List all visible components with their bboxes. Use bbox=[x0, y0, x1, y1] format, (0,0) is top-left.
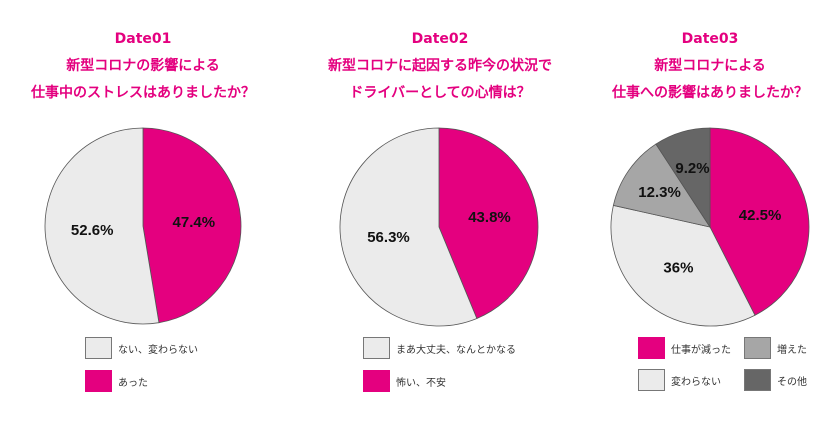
chart2-title: Date02 新型コロナに起因する昨今の状況で ドライバーとしての心情は？ bbox=[290, 26, 590, 107]
legend-swatch bbox=[744, 369, 771, 391]
legend-item: 増えた bbox=[744, 337, 807, 359]
slice-label: 56.3% bbox=[367, 229, 410, 246]
legend-swatch bbox=[744, 337, 771, 359]
legend-item: ない、変わらない bbox=[85, 337, 198, 359]
slice-label: 52.6% bbox=[71, 222, 114, 239]
pie-slice bbox=[709, 127, 810, 316]
legend-item: 仕事が減った bbox=[638, 337, 731, 359]
legend-swatch bbox=[363, 337, 390, 359]
pie-slice bbox=[339, 127, 478, 327]
legend-item: まあ大丈夫、なんとかなる bbox=[363, 337, 516, 359]
legend-item: その他 bbox=[744, 369, 807, 391]
chart3-title: Date03 新型コロナによる 仕事への影響はありましたか？ bbox=[560, 26, 840, 107]
legend-label: 増えた bbox=[777, 344, 807, 356]
pie-chart-3: 42.5% 36% 12.3% 9.2% bbox=[610, 127, 810, 327]
title-line: 新型コロナによる bbox=[654, 58, 766, 74]
legend-label: その他 bbox=[777, 376, 807, 388]
title-date: Date03 bbox=[681, 31, 739, 47]
pie-slice bbox=[44, 127, 160, 325]
title-line: 新型コロナに起因する昨今の状況で bbox=[328, 58, 552, 74]
legend-item: 怖い、不安 bbox=[363, 370, 446, 392]
title-line: 新型コロナの影響による bbox=[66, 58, 220, 74]
pie-slice bbox=[610, 204, 756, 327]
slice-label: 47.4% bbox=[173, 214, 216, 231]
legend-label: 怖い、不安 bbox=[396, 377, 446, 389]
title-line: ドライバーとしての心情は？ bbox=[349, 85, 531, 101]
legend-label: あった bbox=[118, 377, 148, 389]
slice-label: 43.8% bbox=[468, 209, 511, 226]
pie-chart-1: 47.4% 52.6% bbox=[44, 127, 242, 325]
legend-label: まあ大丈夫、なんとかなる bbox=[396, 344, 516, 356]
title-line: 仕事中のストレスはありましたか？ bbox=[31, 85, 255, 101]
pie-slice bbox=[142, 127, 242, 324]
legend-swatch bbox=[638, 337, 665, 359]
title-line: 仕事への影響はありましたか？ bbox=[612, 85, 808, 101]
legend-swatch bbox=[85, 370, 112, 392]
legend-swatch bbox=[85, 337, 112, 359]
pie-slice bbox=[655, 127, 711, 229]
pie-slice bbox=[438, 127, 539, 320]
legend-label: ない、変わらない bbox=[118, 344, 198, 356]
slice-label: 9.2% bbox=[675, 160, 709, 177]
title-date: Date01 bbox=[114, 31, 172, 47]
legend-item: あった bbox=[85, 370, 148, 392]
slice-label: 42.5% bbox=[739, 207, 782, 224]
pie-chart-2: 43.8% 56.3% bbox=[339, 127, 539, 327]
title-date: Date02 bbox=[411, 31, 469, 47]
legend-swatch bbox=[638, 369, 665, 391]
legend-label: 仕事が減った bbox=[671, 344, 731, 356]
slice-label: 12.3% bbox=[638, 184, 681, 201]
legend-item: 変わらない bbox=[638, 369, 721, 391]
legend-swatch bbox=[363, 370, 390, 392]
slice-label: 36% bbox=[663, 260, 693, 277]
pie-slice bbox=[612, 143, 711, 228]
chart1-title: Date01 新型コロナの影響による 仕事中のストレスはありましたか？ bbox=[0, 26, 293, 107]
legend-label: 変わらない bbox=[671, 376, 721, 388]
